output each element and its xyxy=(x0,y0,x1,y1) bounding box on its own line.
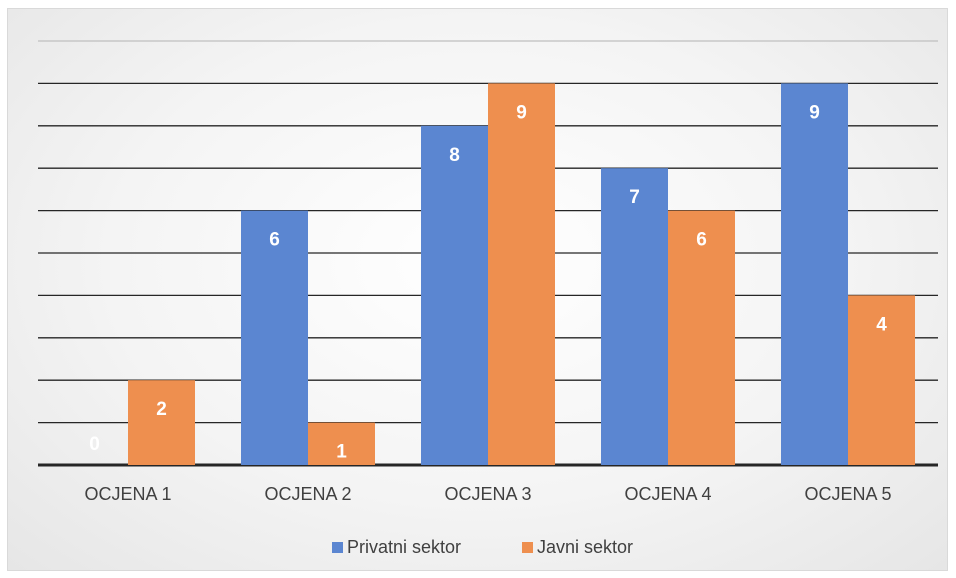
bar-value-label: 4 xyxy=(876,314,887,335)
bar xyxy=(308,422,375,465)
legend-label: Privatni sektor xyxy=(347,537,461,557)
legend-label: Javni sektor xyxy=(537,537,633,557)
bar-value-label: 8 xyxy=(449,145,460,166)
bar-value-label: 7 xyxy=(629,187,640,208)
bar-value-label: 6 xyxy=(269,230,280,251)
bar xyxy=(421,125,488,466)
bar xyxy=(128,380,195,465)
bar xyxy=(601,168,668,465)
bar xyxy=(488,83,555,466)
legend-swatch xyxy=(332,542,343,553)
bar-value-label: 9 xyxy=(809,102,820,123)
category-label: OCJENA 5 xyxy=(804,484,891,504)
bar-value-label: 1 xyxy=(336,442,347,463)
category-label: OCJENA 1 xyxy=(84,484,171,504)
bar xyxy=(241,210,308,465)
category-label: OCJENA 2 xyxy=(264,484,351,504)
bar-value-label: 9 xyxy=(516,102,527,123)
bar xyxy=(781,83,848,466)
bar xyxy=(668,210,735,465)
bar-value-label: 0 xyxy=(89,434,100,455)
legend-swatch xyxy=(522,542,533,553)
bars xyxy=(128,83,915,466)
bar xyxy=(848,295,915,465)
category-label: OCJENA 3 xyxy=(444,484,531,504)
legend: Privatni sektor Javni sektor xyxy=(332,537,633,557)
category-labels: OCJENA 1 OCJENA 2 OCJENA 3 OCJENA 4 OCJENA 5 xyxy=(84,484,891,504)
bar-value-label: 2 xyxy=(156,399,167,420)
data-labels: 0 2 6 1 8 9 7 6 9 4 xyxy=(89,102,887,462)
bar-value-label: 6 xyxy=(696,230,707,251)
category-label: OCJENA 4 xyxy=(624,484,711,504)
